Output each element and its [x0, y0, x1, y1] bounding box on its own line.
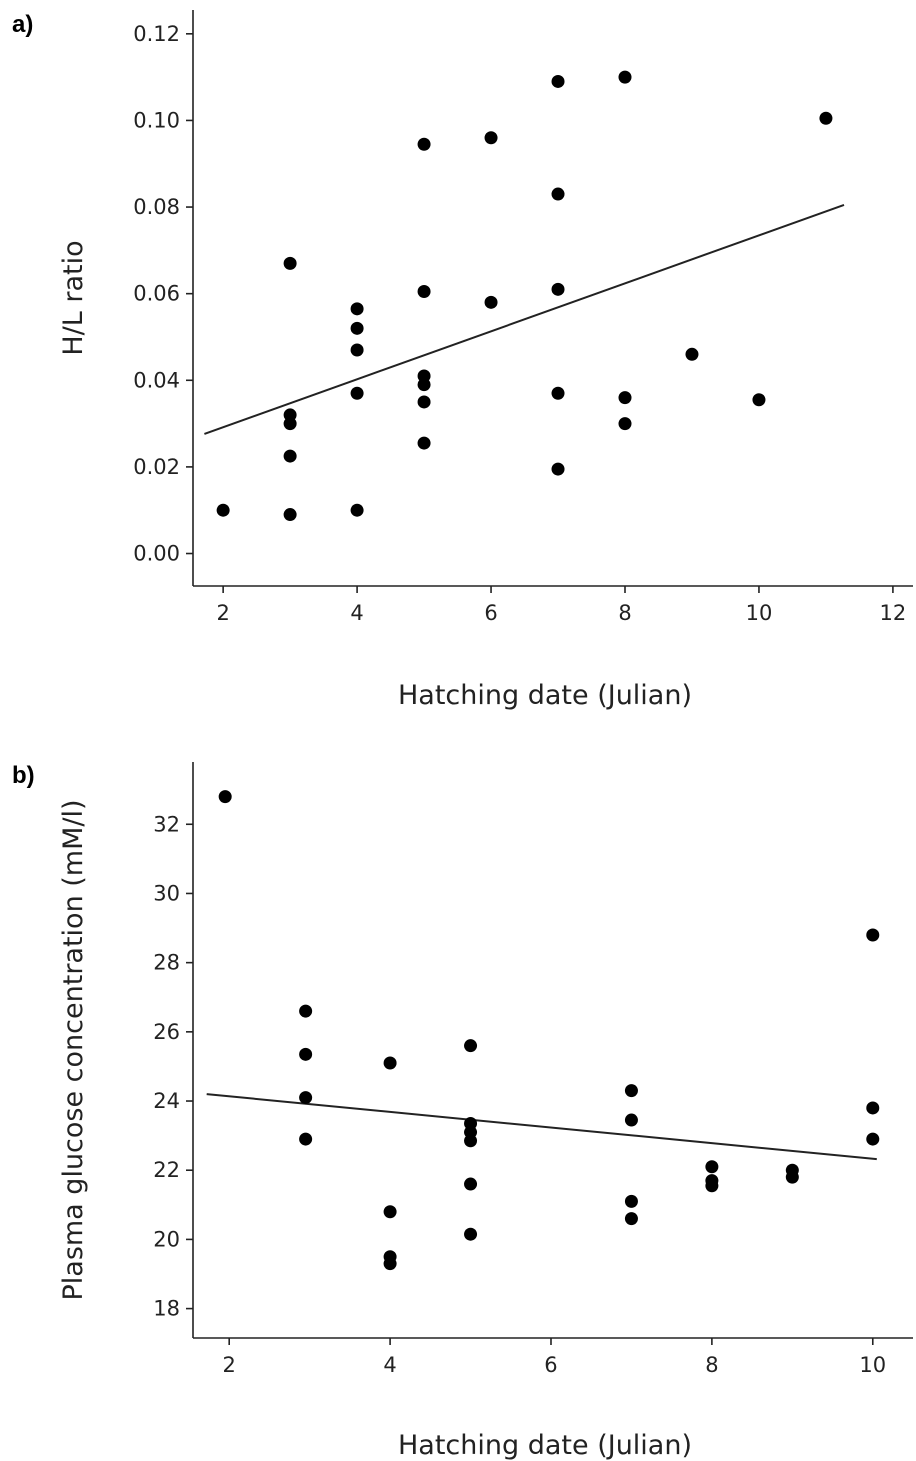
- data-point: [350, 321, 364, 335]
- data-point: [464, 1039, 478, 1053]
- data-point: [551, 462, 565, 476]
- data-point: [866, 1132, 880, 1146]
- data-point: [624, 1113, 638, 1127]
- y-tick-label: 18: [153, 1297, 180, 1321]
- data-point: [299, 1047, 313, 1061]
- data-point: [705, 1179, 719, 1193]
- y-tick-label: 0.10: [133, 108, 180, 132]
- data-point: [383, 1257, 397, 1271]
- data-point: [283, 256, 297, 270]
- data-point: [819, 111, 833, 125]
- y-tick-label: 0.04: [133, 368, 180, 392]
- data-point: [417, 285, 431, 299]
- x-tick-label: 6: [484, 601, 497, 625]
- data-point: [383, 1205, 397, 1219]
- y-tick-label: 0.08: [133, 195, 180, 219]
- panel-label: a): [12, 11, 33, 38]
- data-point: [218, 790, 232, 804]
- y-tick-label: 0.00: [133, 542, 180, 566]
- y-tick-label: 20: [153, 1227, 180, 1251]
- y-tick-label: 0.02: [133, 455, 180, 479]
- x-axis-title: Hatching date (Julian): [398, 680, 692, 711]
- data-point: [417, 436, 431, 450]
- y-tick-label: 0.12: [133, 22, 180, 46]
- data-point: [624, 1212, 638, 1226]
- data-point: [350, 386, 364, 400]
- data-point: [417, 378, 431, 392]
- data-point: [350, 343, 364, 357]
- data-point: [464, 1177, 478, 1191]
- data-point: [618, 70, 632, 84]
- data-point: [417, 137, 431, 151]
- data-point: [484, 295, 498, 309]
- x-tick-label: 8: [705, 1353, 718, 1377]
- data-point: [866, 928, 880, 942]
- data-point: [216, 503, 230, 517]
- data-point: [283, 508, 297, 522]
- x-tick-label: 8: [618, 601, 631, 625]
- x-tick-label: 10: [859, 1353, 886, 1377]
- data-point: [350, 302, 364, 316]
- x-tick-label: 2: [223, 1353, 236, 1377]
- y-tick-label: 28: [153, 951, 180, 975]
- x-axis-title: Hatching date (Julian): [398, 1430, 692, 1461]
- x-tick-label: 6: [544, 1353, 557, 1377]
- data-point: [551, 74, 565, 88]
- panel-label: b): [12, 762, 35, 789]
- x-tick-label: 4: [383, 1353, 396, 1377]
- x-tick-label: 12: [880, 601, 907, 625]
- x-tick-label: 10: [746, 601, 773, 625]
- y-tick-label: 32: [153, 812, 180, 836]
- data-point: [551, 187, 565, 201]
- data-point: [705, 1160, 719, 1174]
- y-tick-label: 24: [153, 1089, 180, 1113]
- regression-line: [204, 203, 845, 435]
- y-tick-label: 30: [153, 881, 180, 905]
- regression-line: [206, 1093, 877, 1161]
- data-point: [624, 1194, 638, 1208]
- data-point: [866, 1101, 880, 1115]
- data-point: [383, 1056, 397, 1070]
- data-point: [464, 1134, 478, 1148]
- data-point: [752, 393, 766, 407]
- panel-a: a) 2 4 6 8 10 12 0.00 0.02 0.04 0.06 0.08 0.10 0.12 Ha…: [12, 10, 913, 711]
- y-tick-label: 0.06: [133, 282, 180, 306]
- data-point: [484, 131, 498, 145]
- data-point: [551, 386, 565, 400]
- x-tick-label: 2: [216, 601, 229, 625]
- data-point: [350, 503, 364, 517]
- data-point: [464, 1227, 478, 1241]
- y-tick-label: 26: [153, 1020, 180, 1044]
- data-point: [624, 1084, 638, 1098]
- data-point: [283, 417, 297, 431]
- data-point: [618, 391, 632, 405]
- y-tick-label: 22: [153, 1158, 180, 1182]
- data-point: [685, 347, 699, 361]
- data-point: [299, 1091, 313, 1105]
- y-axis-title: H/L ratio: [58, 240, 89, 355]
- data-point: [551, 282, 565, 296]
- x-tick-label: 4: [350, 601, 363, 625]
- data-point: [417, 395, 431, 409]
- data-point: [283, 449, 297, 463]
- data-point: [785, 1170, 799, 1184]
- y-axis-title: Plasma glucose concentration (mM/l): [58, 799, 89, 1300]
- data-point: [618, 417, 632, 431]
- data-point: [299, 1004, 313, 1018]
- data-point: [299, 1132, 313, 1146]
